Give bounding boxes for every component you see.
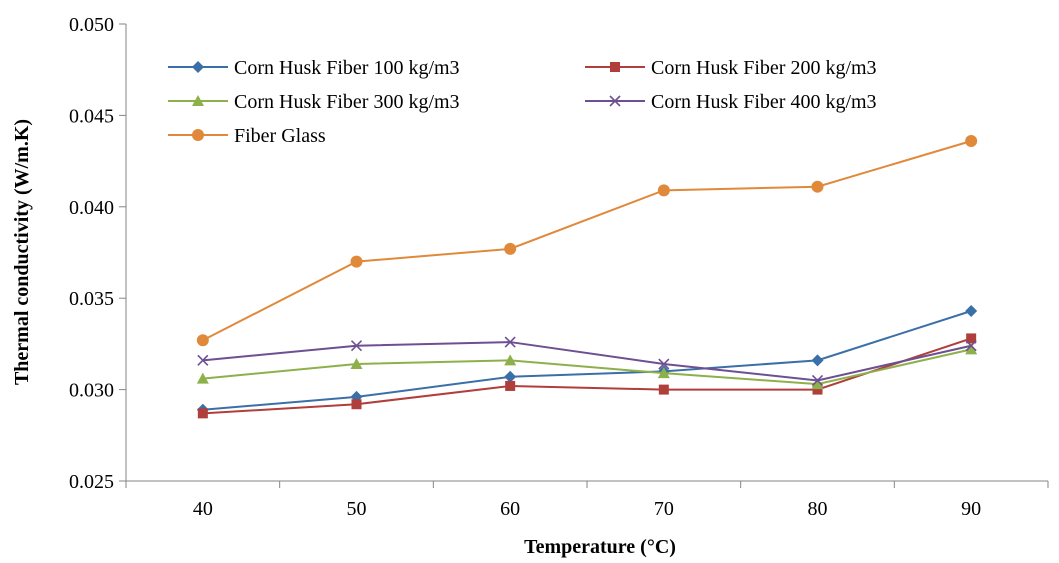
data-point: [351, 399, 362, 410]
series-line: [202, 310, 972, 411]
series-line: [202, 140, 972, 342]
legend-item: Corn Husk Fiber 400 kg/m3: [585, 91, 877, 113]
data-point: [350, 255, 363, 268]
legend-label: Fiber Glass: [234, 125, 326, 147]
marker-x-stroke: [965, 340, 977, 352]
series-3: [196, 343, 978, 390]
data-point: [811, 354, 824, 367]
data-point: [811, 378, 824, 390]
series-line: [202, 341, 972, 382]
series-4: [197, 336, 977, 387]
marker-x-stroke: [658, 358, 670, 370]
data-point: [350, 358, 363, 370]
marker-x-stroke: [811, 374, 824, 387]
legend-item: Corn Husk Fiber 300 kg/m3: [168, 91, 460, 113]
data-point: [965, 134, 978, 147]
y-tick-label: 0.045: [69, 105, 114, 127]
y-tick-label: 0.040: [69, 197, 114, 219]
y-tick-label: 0.050: [69, 14, 114, 36]
x-tick-label: 40: [193, 498, 213, 520]
marker-x-stroke: [197, 354, 209, 366]
y-tick-label: 0.025: [69, 471, 114, 493]
plot-lines: [196, 134, 978, 419]
legend-marker: [192, 129, 204, 141]
legend-item: Corn Husk Fiber 100 kg/m3: [168, 57, 460, 79]
data-point: [197, 354, 209, 366]
data-point: [504, 370, 517, 383]
data-point: [504, 336, 516, 348]
marker-x-stroke: [350, 340, 363, 352]
data-point: [350, 340, 363, 352]
x-tick-label: 80: [808, 498, 828, 520]
legend-marker: [609, 95, 621, 107]
legend-item: Fiber Glass: [168, 125, 326, 147]
data-point: [505, 380, 516, 391]
legend-marker: [192, 61, 204, 73]
legend-label: Corn Husk Fiber 400 kg/m3: [651, 91, 877, 113]
series-5: [196, 134, 978, 347]
legend-label: Corn Husk Fiber 300 kg/m3: [234, 91, 460, 113]
marker-x-stroke: [504, 336, 516, 348]
data-point: [812, 384, 823, 395]
data-point: [196, 334, 209, 347]
legend-marker: [610, 62, 620, 72]
data-point: [657, 367, 670, 379]
x-tick-label: 90: [961, 498, 981, 520]
y-axis-title: Thermal conductivity (W/m.K): [11, 119, 33, 385]
series-1: [196, 304, 978, 416]
y-axis: 0.025 0.030 0.035 0.040 0.045 0.050: [69, 14, 127, 493]
y-tick-label: 0.030: [69, 380, 114, 402]
data-point: [966, 333, 977, 344]
data-point: [965, 340, 977, 352]
data-point: [658, 384, 669, 395]
legend-label: Corn Husk Fiber 200 kg/m3: [651, 57, 877, 79]
data-point: [504, 354, 517, 366]
legend-marker: [192, 95, 204, 106]
data-point: [196, 372, 209, 384]
series-line: [202, 337, 972, 415]
x-tick-label: 60: [500, 498, 520, 520]
y-tick-label: 0.035: [69, 288, 114, 310]
data-point: [197, 408, 208, 419]
series-line: [202, 348, 972, 386]
x-axis-title: Temperature (°C): [524, 536, 676, 558]
legend: Corn Husk Fiber 100 kg/m3 Corn Husk Fiber…: [168, 57, 877, 147]
data-point: [965, 304, 978, 317]
data-point: [811, 180, 824, 193]
data-point: [811, 374, 824, 387]
data-point: [965, 343, 978, 355]
series-2: [197, 333, 977, 419]
data-point: [504, 242, 517, 255]
x-axis: 40 50 60 70 80 90: [125, 480, 1049, 520]
x-tick-label: 50: [347, 498, 367, 520]
legend-item: Corn Husk Fiber 200 kg/m3: [585, 57, 877, 79]
x-tick-label: 70: [654, 498, 674, 520]
marker-x-stroke: [609, 95, 621, 107]
data-point: [658, 358, 670, 370]
data-point: [657, 184, 670, 197]
legend-label: Corn Husk Fiber 100 kg/m3: [234, 57, 460, 79]
